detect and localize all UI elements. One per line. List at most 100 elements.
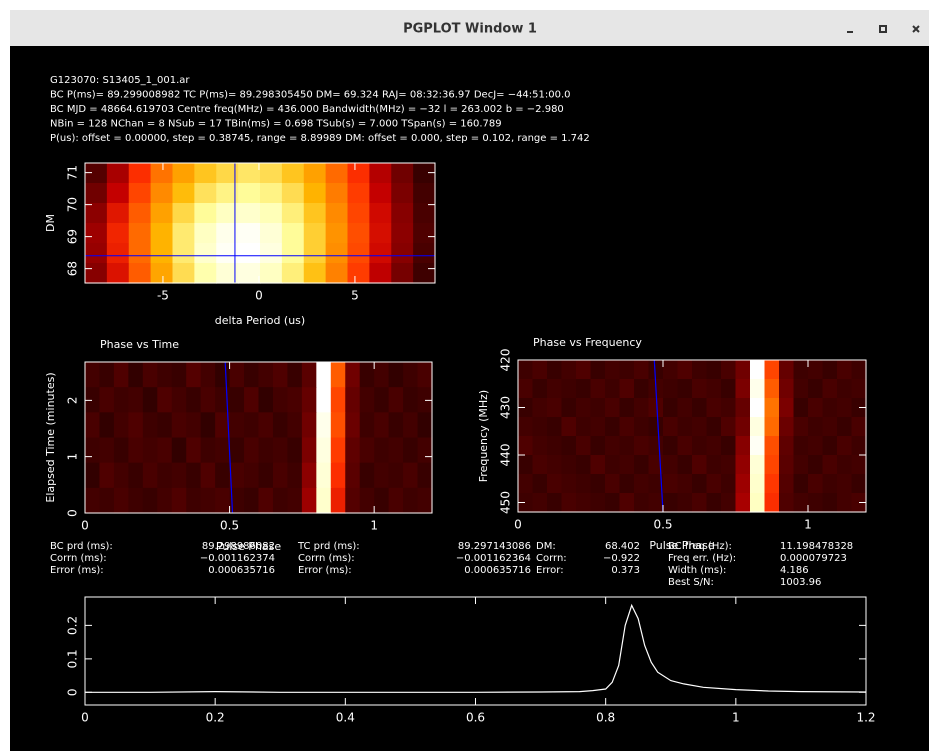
heat-cell bbox=[403, 362, 419, 388]
info-label: TC prd (ms): bbox=[297, 541, 360, 552]
heat-cell bbox=[200, 387, 216, 413]
heat-cell bbox=[128, 263, 152, 284]
maximize-button[interactable] bbox=[879, 25, 887, 33]
heat-cell bbox=[347, 163, 370, 184]
heat-cell bbox=[808, 417, 824, 437]
heat-cell bbox=[822, 436, 838, 456]
heat-cell bbox=[692, 417, 708, 437]
close-button[interactable] bbox=[912, 25, 920, 33]
heat-cell bbox=[345, 487, 361, 514]
heat-cell bbox=[244, 487, 260, 514]
heat-cell bbox=[301, 437, 317, 464]
heat-cell bbox=[822, 474, 838, 494]
x-tick-label: 0.6 bbox=[466, 711, 485, 725]
x-tick-label: 0 bbox=[514, 518, 522, 532]
heat-cell bbox=[287, 462, 303, 489]
heat-cell bbox=[677, 360, 693, 380]
heat-cell bbox=[518, 474, 534, 494]
heat-cell bbox=[200, 362, 216, 388]
heat-cell bbox=[238, 183, 261, 204]
heat-cell bbox=[793, 379, 809, 399]
heat-cell bbox=[325, 243, 349, 264]
y-tick-label: 0 bbox=[66, 688, 80, 696]
heat-cell bbox=[779, 379, 795, 399]
heat-cell bbox=[316, 362, 332, 388]
heat-cell bbox=[590, 493, 606, 513]
heat-cell bbox=[576, 455, 592, 475]
heat-cell bbox=[347, 203, 370, 224]
info-value: 1003.96 bbox=[780, 577, 821, 588]
heat-cell bbox=[403, 412, 419, 439]
axis-box bbox=[84, 162, 436, 284]
heat-cell bbox=[171, 487, 187, 514]
heat-cell bbox=[590, 398, 606, 418]
heat-cell bbox=[142, 462, 158, 489]
heat-cell bbox=[229, 412, 245, 439]
heat-cell bbox=[576, 417, 592, 437]
heat-cell bbox=[258, 362, 274, 388]
heat-cell bbox=[417, 487, 433, 514]
heat-cell bbox=[347, 263, 370, 284]
heat-cell bbox=[128, 163, 152, 184]
heat-cell bbox=[721, 436, 737, 456]
heat-cell bbox=[325, 163, 349, 184]
y-tick-label: 430 bbox=[499, 396, 513, 419]
heat-cell bbox=[260, 163, 283, 184]
heat-cell bbox=[216, 243, 239, 264]
heat-cell bbox=[391, 183, 414, 204]
heat-cell bbox=[260, 203, 283, 224]
heat-cell bbox=[172, 263, 195, 284]
heat-cell bbox=[200, 437, 216, 464]
heat-cell bbox=[374, 387, 390, 413]
heat-cell bbox=[229, 487, 245, 514]
heat-cell bbox=[605, 379, 621, 399]
heat-cell bbox=[260, 223, 283, 244]
info-value: 11.198478328 bbox=[780, 541, 853, 552]
heat-cell bbox=[186, 362, 202, 388]
heat-cell bbox=[391, 163, 414, 184]
heat-cell bbox=[677, 493, 693, 513]
heat-cell bbox=[106, 203, 130, 224]
heat-cell bbox=[113, 487, 129, 514]
heat-cell bbox=[532, 493, 548, 513]
heat-cell bbox=[721, 417, 737, 437]
y-tick-label: 420 bbox=[499, 349, 513, 372]
heat-cell bbox=[547, 493, 563, 513]
heat-cell bbox=[194, 183, 217, 204]
heat-cell bbox=[113, 462, 129, 489]
heat-cell bbox=[244, 362, 260, 388]
heat-cell bbox=[547, 360, 563, 380]
heat-cell bbox=[764, 360, 780, 380]
heat-cell bbox=[157, 437, 173, 464]
header-line: P(us): offset = 0.00000, step = 0.38745,… bbox=[50, 133, 590, 144]
heat-cell bbox=[779, 436, 795, 456]
heat-cell bbox=[281, 243, 305, 264]
axis-box bbox=[84, 361, 433, 514]
heat-cell bbox=[215, 362, 231, 388]
heat-cell bbox=[369, 263, 392, 284]
heat-cell bbox=[837, 436, 853, 456]
heat-cell bbox=[837, 493, 853, 513]
y-tick-label: 2 bbox=[66, 396, 80, 404]
heat-cell bbox=[779, 455, 795, 475]
heat-cell bbox=[561, 474, 577, 494]
heat-cell bbox=[663, 455, 679, 475]
heat-cell bbox=[85, 163, 108, 184]
heat-cell bbox=[258, 412, 274, 439]
info-label: Corrn: bbox=[536, 553, 567, 564]
heat-cell bbox=[764, 474, 780, 494]
info-label: Error: bbox=[536, 565, 564, 576]
heat-cell bbox=[648, 360, 664, 380]
heat-cell bbox=[663, 398, 679, 418]
heat-cell bbox=[677, 436, 693, 456]
heat-cell bbox=[735, 474, 751, 494]
heat-cell bbox=[561, 436, 577, 456]
heat-cell bbox=[287, 412, 303, 439]
heat-cell bbox=[171, 362, 187, 388]
heat-cell bbox=[837, 360, 853, 380]
heat-cell bbox=[238, 203, 261, 224]
heat-cell bbox=[229, 462, 245, 489]
heat-cell bbox=[837, 417, 853, 437]
heat-cell bbox=[85, 437, 101, 464]
heat-cell bbox=[303, 263, 327, 284]
